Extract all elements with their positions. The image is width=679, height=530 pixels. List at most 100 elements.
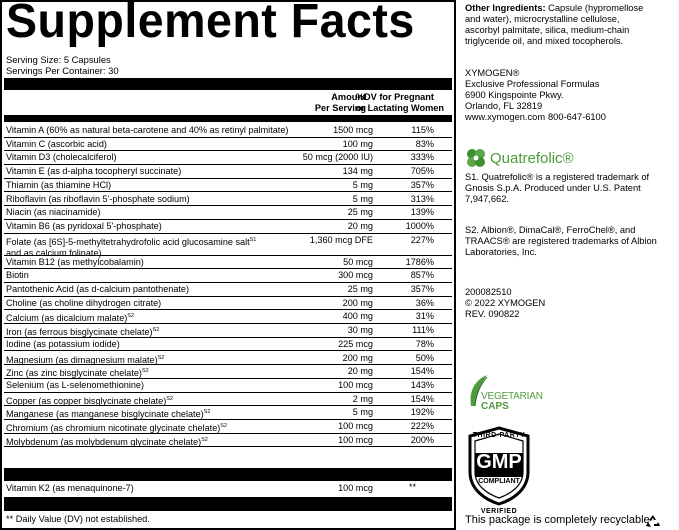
nutrient-name: Vitamin K2 (as menaquinone-7) bbox=[6, 483, 134, 493]
nutrient-dv: 50% bbox=[415, 352, 434, 363]
nutrient-dv: 83% bbox=[415, 138, 434, 149]
table-row: Vitamin C (ascorbic acid) 100 mg 83% bbox=[4, 138, 452, 152]
thick-rule-middle bbox=[4, 468, 452, 481]
panel-title: Supplement Facts bbox=[6, 0, 415, 48]
nutrient-amount: 1500 mcg bbox=[333, 125, 373, 135]
nutrient-amount: 1,360 mcg DFE bbox=[309, 234, 373, 245]
nutrient-name: Molybdenum (as molybdenum glycinate chel… bbox=[6, 436, 208, 447]
nutrient-amount: 20 mg bbox=[347, 220, 373, 231]
nutrient-amount: 50 mcg (2000 IU) bbox=[302, 152, 373, 163]
company-tagline: Exclusive Professional Formulas bbox=[465, 79, 600, 89]
nutrient-dv: 115% bbox=[411, 125, 434, 135]
table-row-k2: Vitamin K2 (as menaquinone-7) 100 mcg ** bbox=[4, 481, 452, 495]
veg-badge-line2: CAPS bbox=[481, 401, 509, 412]
nutrient-dv: 200% bbox=[410, 434, 434, 445]
nutrient-amount: 20 mg bbox=[347, 366, 373, 377]
nutrient-dv: 31% bbox=[415, 311, 434, 322]
nutrient-amount: 200 mg bbox=[342, 352, 373, 363]
nutrient-amount: 25 mg bbox=[347, 284, 373, 294]
s1-note-line: S1. Quatrefolic® is a registered tradema… bbox=[465, 172, 650, 182]
company-phone: 800-647-6100 bbox=[548, 112, 606, 122]
other-ingredients-label: Other Ingredients: bbox=[465, 3, 546, 13]
s1-note-line: Gnosis S.p.A. Produced under U.S. Patent bbox=[465, 183, 641, 193]
nutrient-dv: 705% bbox=[410, 166, 434, 177]
nutrient-name: Folate (as [6S]-5-methyltetrahydrofolic … bbox=[6, 236, 257, 258]
nutrient-amount: 50 mcg bbox=[343, 256, 373, 267]
table-row: Iron (as ferrous bisglycinate chelate)S2… bbox=[4, 324, 452, 338]
nutrient-amount: 400 mg bbox=[342, 311, 373, 322]
nutrient-amount: 134 mg bbox=[342, 166, 373, 177]
side-panel: Other Ingredients: Capsule (hypromellose… bbox=[465, 0, 679, 530]
table-row: Calcium (as dicalcium malate)S2 400 mg 31% bbox=[4, 310, 452, 325]
nutrient-dv: 357% bbox=[410, 284, 434, 294]
company-website: www.xymogen.com bbox=[465, 112, 546, 122]
nutrient-name: Riboflavin (as riboflavin 5'-phosphate s… bbox=[6, 193, 190, 204]
nutrient-name: Iodine (as potassium iodide) bbox=[6, 338, 120, 349]
gmp-shield-icon bbox=[468, 426, 530, 506]
table-row: Vitamin B12 (as methylcobalamin) 50 mcg 17… bbox=[4, 256, 452, 270]
other-ingredients-line: and water), microcrystalline cellulose, bbox=[465, 14, 620, 24]
nutrient-amount: 200 mg bbox=[342, 297, 373, 308]
nutrient-dv: ** bbox=[408, 482, 416, 492]
other-ingredients-line: triglyceride oil, and mixed tocopherols. bbox=[465, 36, 624, 46]
s2-note-line: TRAACS® are registered trademarks of Alb… bbox=[465, 236, 657, 246]
nutrient-amount: 100 mcg bbox=[338, 379, 373, 390]
amount-header: Amount Per Serving bbox=[314, 92, 366, 113]
nutrient-name: Niacin (as niacinamide) bbox=[6, 207, 101, 218]
table-row: Chromium (as chromium nicotinate glycina… bbox=[4, 420, 452, 434]
nutrient-dv: 78% bbox=[415, 338, 434, 349]
nutrient-name: Thiamin (as thiamine HCl) bbox=[6, 179, 112, 190]
nutrient-name: Choline (as choline dihydrogen citrate) bbox=[6, 297, 162, 308]
company-city: Orlando, FL 32819 bbox=[465, 101, 543, 111]
nutrient-name: Manganese (as manganese bisglycinate che… bbox=[6, 409, 211, 420]
nutrient-dv: 357% bbox=[410, 179, 434, 190]
nutrient-amount: 300 mcg bbox=[338, 270, 373, 281]
nutrient-amount: 30 mg bbox=[347, 325, 373, 336]
dv-header: %DV for Pregnant or Lactating Women bbox=[355, 92, 444, 113]
nutrient-amount: 100 mcg bbox=[338, 421, 373, 431]
s1-note-line: 7,947,662. bbox=[465, 194, 509, 204]
table-row: Molybdenum (as molybdenum glycinate chel… bbox=[4, 434, 452, 448]
nutrient-amount: 2 mg bbox=[352, 393, 373, 404]
table-row: Vitamin E (as d-alpha tocopheryl succina… bbox=[4, 165, 452, 179]
nutrient-dv: 222% bbox=[410, 421, 434, 431]
table-row: Riboflavin (as riboflavin 5'-phosphate s… bbox=[4, 193, 452, 207]
veg-badge-line1: VEGETARIAN bbox=[481, 391, 543, 402]
nutrient-name: Biotin bbox=[6, 270, 29, 281]
copyright: © 2022 XYMOGEN bbox=[465, 298, 546, 308]
thick-rule-top bbox=[4, 78, 452, 90]
nutrient-name: Vitamin A (60% as natural beta-carotene … bbox=[6, 125, 289, 135]
nutrient-name: Iron (as ferrous bisglycinate chelate)S2 bbox=[6, 327, 160, 338]
nutrient-dv: 36% bbox=[415, 297, 434, 308]
table-row: Biotin 300 mcg 857% bbox=[4, 269, 452, 283]
nutrient-name: Copper (as copper bisglycinate chelate)S… bbox=[6, 395, 173, 406]
nutrient-dv: 154% bbox=[410, 393, 434, 404]
company-name: XYMOGEN® bbox=[465, 68, 520, 78]
nutrient-amount: 100 mcg bbox=[338, 434, 373, 445]
table-row: Iodine (as potassium iodide) 225 mcg 78% bbox=[4, 338, 452, 352]
other-ingredients: Other Ingredients: Capsule (hypromellose bbox=[465, 3, 644, 13]
table-row: Vitamin B6 (as pyridoxal 5'-phosphate) 20… bbox=[4, 220, 452, 234]
nutrient-amount: 100 mg bbox=[342, 138, 373, 149]
nutrient-name: Vitamin E (as d-alpha tocopheryl succina… bbox=[6, 166, 182, 177]
other-ingredients-line: ascorbyl palmitate, silica, medium-chain bbox=[465, 25, 630, 35]
company-street: 6900 Kingspointe Pkwy. bbox=[465, 90, 564, 100]
nutrient-name: Zinc (as zinc bisglycinate chelate)S2 bbox=[6, 368, 149, 379]
servings-per-container: Servings Per Container: 30 bbox=[6, 65, 119, 76]
table-row: Choline (as choline dihydrogen citrate) 2… bbox=[4, 297, 452, 311]
table-row: Copper (as copper bisglycinate chelate)S… bbox=[4, 393, 452, 407]
nutrient-dv: 111% bbox=[412, 325, 434, 336]
lot-code: 200082510 bbox=[465, 287, 512, 297]
nutrient-dv: 192% bbox=[410, 407, 434, 418]
gmp-badge-bottom: VERIFIED bbox=[480, 508, 518, 515]
nutrient-name: Magnesium (as dimagnesium malate)S2 bbox=[6, 354, 165, 365]
table-row: Niacin (as niacinamide) 25 mg 139% bbox=[4, 206, 452, 220]
nutrient-name: Chromium (as chromium nicotinate glycina… bbox=[6, 423, 228, 434]
nutrient-amount: 5 mg bbox=[352, 179, 373, 190]
nutrient-name: Vitamin B12 (as methylcobalamin) bbox=[6, 256, 144, 267]
nutrient-amount: 5 mg bbox=[352, 407, 373, 418]
nutrient-name: Vitamin D3 (cholecalciferol) bbox=[6, 152, 117, 163]
table-row: Zinc (as zinc bisglycinate chelate)S2 20 … bbox=[4, 365, 452, 379]
gmp-badge-mid: COMPLIANT bbox=[478, 478, 520, 485]
nutrient-dv: 227% bbox=[410, 234, 434, 245]
